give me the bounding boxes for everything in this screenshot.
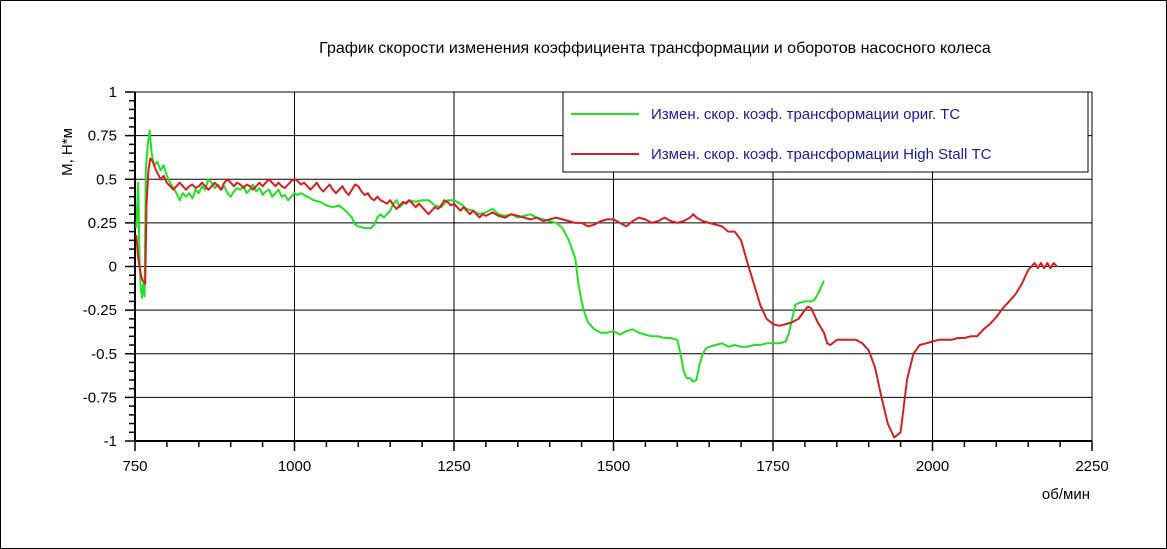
y-tick-label: 0 — [109, 259, 117, 276]
chart-title: График скорости изменения коэффициента т… — [319, 40, 991, 57]
y-tick-label: -0.5 — [91, 346, 117, 363]
x-tick-label: 2000 — [916, 458, 949, 475]
y-tick-label: 1 — [109, 84, 117, 101]
y-tick-label: -0.25 — [83, 302, 117, 319]
legend-label-1: Измен. скор. коэф. трансформации ориг. Т… — [651, 106, 960, 123]
y-axis-title: М, Н*м — [59, 128, 76, 176]
y-tick-label: 0.25 — [88, 215, 117, 232]
axes: 750 1000 1250 1500 1750 2000 2250 1 0.75 0.5 0.25 0… — [83, 84, 1109, 475]
legend-box — [562, 91, 1089, 173]
x-tick-label: 1750 — [756, 458, 789, 475]
x-tick-label: 1500 — [597, 458, 630, 475]
x-tick-label: 2250 — [1075, 458, 1108, 475]
legend-label-2: Измен. скор. коэф. трансформации High St… — [651, 146, 992, 163]
legend: Измен. скор. коэф. трансформации ориг. Т… — [562, 91, 1089, 173]
series-line-1 — [135, 129, 825, 383]
y-tick-label: 0.75 — [88, 128, 117, 145]
y-tick-label: -1 — [104, 433, 117, 450]
series-lines — [135, 129, 1058, 439]
y-tick-label: 0.5 — [96, 171, 117, 188]
series-line-2 — [135, 157, 1058, 439]
x-axis-title: об/мин — [1042, 486, 1090, 503]
x-tick-label: 750 — [122, 458, 147, 475]
y-tick-label: -0.75 — [83, 389, 117, 406]
x-tick-label: 1250 — [437, 458, 470, 475]
x-tick-label: 1000 — [278, 458, 311, 475]
